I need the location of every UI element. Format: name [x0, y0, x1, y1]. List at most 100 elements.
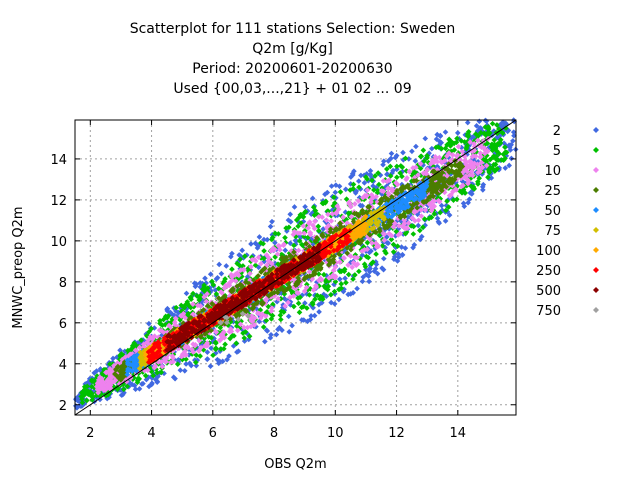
data-point-75 [137, 355, 143, 361]
data-point-2 [302, 300, 308, 306]
data-point-2 [219, 358, 226, 365]
data-point-2 [367, 168, 374, 174]
data-point-5 [306, 292, 313, 298]
data-point-10 [156, 327, 163, 334]
data-point-25 [433, 181, 439, 188]
data-point-5 [376, 181, 382, 188]
data-point-25 [452, 169, 459, 175]
data-point-2 [437, 133, 444, 139]
data-point-50 [401, 191, 407, 198]
data-point-5 [336, 286, 342, 293]
data-point-2 [269, 218, 275, 225]
data-point-2 [161, 370, 167, 377]
data-point-25 [330, 256, 337, 263]
data-point-5 [410, 223, 417, 230]
data-point-25 [407, 202, 413, 209]
data-point-10 [241, 324, 247, 331]
data-point-75 [368, 214, 375, 221]
data-point-10 [405, 220, 412, 226]
data-point-5 [134, 379, 141, 386]
data-point-5 [302, 208, 309, 215]
data-point-10 [469, 172, 476, 179]
data-point-10 [189, 346, 195, 353]
data-point-25 [446, 169, 452, 175]
data-point-5 [222, 341, 228, 348]
data-point-2 [212, 287, 219, 293]
data-point-25 [401, 213, 408, 220]
data-point-10 [482, 150, 488, 157]
data-point-5 [447, 139, 453, 146]
data-point-5 [237, 262, 243, 269]
data-point-10 [434, 158, 441, 165]
data-point-25 [443, 184, 450, 190]
data-point-2 [246, 307, 252, 313]
data-point-10 [364, 246, 371, 253]
data-point-5 [462, 190, 469, 196]
data-point-5 [394, 243, 401, 249]
data-point-2 [275, 326, 281, 333]
data-point-5 [486, 164, 493, 171]
data-point-25 [377, 228, 383, 234]
data-point-2 [372, 265, 379, 272]
data-point-10 [410, 208, 417, 214]
data-point-10 [463, 173, 469, 180]
data-point-10 [240, 267, 247, 273]
data-point-5 [490, 154, 497, 161]
data-point-5 [185, 302, 192, 309]
data-point-25 [411, 178, 417, 184]
data-point-50 [131, 357, 137, 364]
data-point-2 [436, 142, 443, 148]
data-point-2 [462, 132, 469, 138]
data-point-2 [300, 218, 307, 225]
data-point-10 [203, 298, 210, 305]
data-point-2 [333, 250, 339, 256]
data-point-50 [393, 204, 399, 210]
data-point-5 [282, 234, 288, 241]
data-point-10 [95, 383, 102, 390]
data-point-2 [234, 349, 240, 355]
data-point-5 [356, 268, 362, 275]
data-point-10 [422, 169, 429, 176]
data-point-5 [129, 345, 136, 351]
data-point-2 [328, 299, 334, 306]
data-point-10 [213, 329, 220, 336]
data-point-75 [347, 224, 354, 231]
data-point-10 [316, 214, 322, 220]
data-point-2 [384, 171, 391, 178]
data-point-25 [243, 308, 250, 315]
data-point-25 [400, 184, 406, 190]
data-point-10 [265, 255, 272, 261]
data-point-10 [271, 293, 278, 299]
data-point-10 [149, 334, 156, 341]
data-point-5 [231, 276, 238, 283]
data-point-25 [377, 200, 383, 207]
data-point-10 [268, 293, 275, 300]
data-point-2 [405, 156, 412, 162]
data-point-25 [438, 187, 445, 194]
data-point-10 [395, 215, 401, 222]
data-point-5 [495, 149, 501, 156]
data-point-5 [164, 315, 170, 321]
data-point-50 [399, 205, 406, 212]
data-point-10 [463, 165, 469, 172]
data-point-10 [428, 160, 435, 166]
data-point-5 [463, 182, 470, 189]
data-point-25 [405, 209, 411, 215]
data-point-25 [249, 306, 256, 312]
data-point-5 [388, 236, 395, 243]
data-point-5 [503, 125, 509, 131]
data-point-5 [375, 170, 381, 176]
data-point-5 [376, 232, 383, 238]
data-point-10 [232, 278, 239, 284]
data-point-2 [434, 131, 441, 138]
data-point-10 [258, 260, 264, 267]
data-point-5 [338, 281, 345, 287]
data-point-25 [388, 218, 395, 224]
data-point-2 [411, 242, 418, 248]
data-point-10 [294, 289, 301, 296]
data-point-10 [410, 165, 416, 171]
data-point-25 [453, 172, 459, 179]
data-point-2 [357, 186, 364, 192]
data-point-2 [241, 338, 248, 344]
data-point-2 [399, 168, 406, 175]
